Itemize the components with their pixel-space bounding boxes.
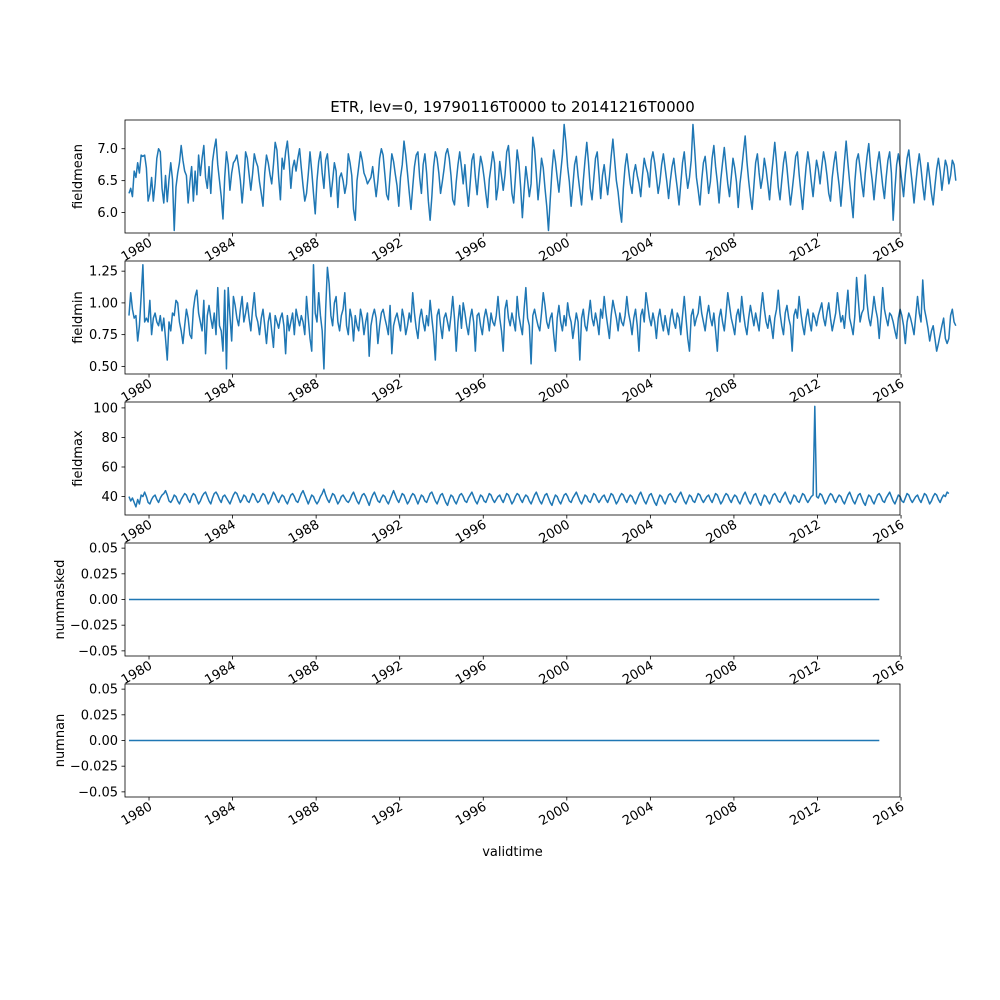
y-tick-label: 0.75 — [89, 328, 118, 343]
series-line-fieldmean — [128, 123, 957, 232]
y-axis-label: nummasked — [53, 560, 68, 640]
y-tick-label: 0.025 — [81, 708, 118, 723]
y-tick-label: 0.00 — [89, 593, 118, 608]
y-tick-label: 0.00 — [89, 734, 118, 749]
figure-title: ETR, lev=0, 19790116T0000 to 20141216T00… — [330, 98, 694, 116]
y-tick-label: 100 — [93, 401, 118, 416]
y-tick-label: 0.05 — [89, 683, 118, 698]
y-tick-label: −0.05 — [78, 785, 118, 800]
axes-frame — [124, 119, 901, 234]
y-tick-label: 1.00 — [89, 296, 118, 311]
y-tick-label: 0.50 — [89, 360, 118, 375]
x-axis-label: validtime — [482, 845, 543, 860]
y-axis-label: numnan — [53, 714, 68, 768]
y-tick-label: 6.5 — [97, 174, 118, 189]
y-axis-label: fieldmax — [71, 430, 86, 487]
y-axis-label: fieldmin — [71, 291, 86, 344]
y-tick-label: −0.025 — [70, 760, 118, 775]
y-tick-label: 7.0 — [97, 142, 118, 157]
y-tick-label: 60 — [101, 460, 118, 475]
y-tick-label: −0.05 — [78, 644, 118, 659]
y-axis-label: fieldmean — [71, 144, 86, 209]
y-tick-label: 80 — [101, 431, 118, 446]
y-tick-label: −0.025 — [70, 619, 118, 634]
y-tick-label: 0.05 — [89, 542, 118, 557]
y-tick-label: 6.0 — [97, 206, 118, 221]
y-tick-label: 1.25 — [89, 265, 118, 280]
axes-frame — [124, 260, 901, 375]
axes-frame — [124, 401, 901, 516]
series-line-fieldmin — [128, 264, 957, 370]
y-tick-label: 40 — [101, 490, 118, 505]
y-tick-label: 0.025 — [81, 567, 118, 582]
series-line-fieldmax — [128, 405, 950, 508]
